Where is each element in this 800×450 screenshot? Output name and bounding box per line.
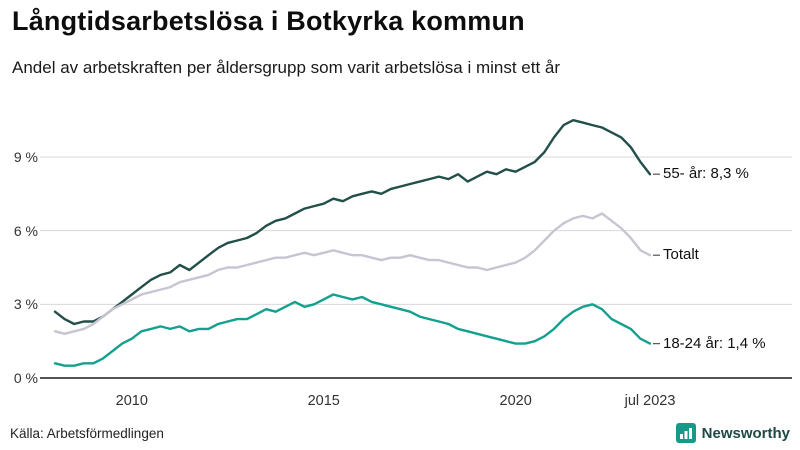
x-axis-label-2020: 2020 — [499, 393, 532, 409]
series-line-0 — [53, 118, 652, 326]
y-axis-label-0: 0 % — [13, 370, 38, 386]
page-title: Långtidsarbetslösa i Botkyrka kommun — [12, 6, 525, 36]
series-end-label-18-24: 18-24 år: 1,4 % — [663, 334, 766, 352]
series-line-2 — [53, 293, 652, 367]
y-axis-label-3: 3 % — [13, 296, 38, 313]
x-axis-label-2010: 2010 — [115, 393, 148, 409]
x-axis-label-2015: 2015 — [307, 393, 340, 409]
source-credit: Källa: Arbetsförmedlingen — [10, 426, 164, 441]
newsworthy-brand[interactable]: Newsworthy — [675, 423, 790, 443]
newsworthy-brand-label: Newsworthy — [701, 424, 790, 442]
page-subtitle: Andel av arbetskraften per åldersgrupp s… — [12, 58, 561, 77]
series-line-1 — [53, 212, 652, 335]
series-end-label-55: 55- år: 8,3 % — [663, 165, 749, 183]
newsworthy-logo-icon — [675, 423, 696, 443]
y-axis-label-9: 9 % — [13, 149, 38, 165]
x-axis-label-jul-2023: jul 2023 — [624, 393, 676, 409]
y-axis-label-6: 6 % — [13, 222, 38, 239]
series-end-label-totalt: Totalt — [663, 246, 699, 264]
